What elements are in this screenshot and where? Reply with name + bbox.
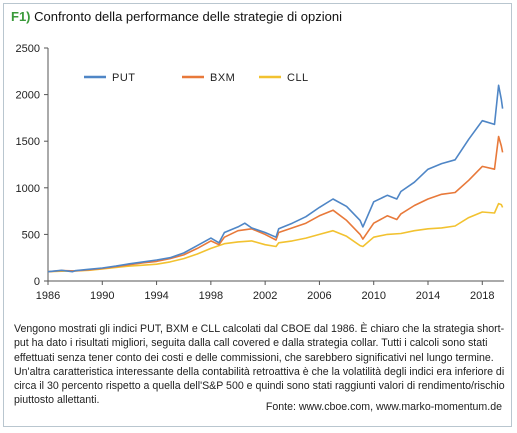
x-tick-label: 1986 [36, 290, 60, 302]
series-line-bxm [47, 135, 504, 273]
legend-label-put: PUT [112, 72, 136, 84]
figure-title-text: Confronto della performance delle strate… [34, 9, 342, 24]
series-line-put [47, 84, 504, 273]
performance-line-chart: 0 500 1000 1500 2000 2500 1986 1990 1994 1998 2002… [16, 43, 504, 302]
x-tick-label: 1990 [90, 290, 114, 302]
x-tick-label: 2014 [416, 290, 440, 302]
y-tick-label: 2000 [16, 90, 40, 102]
figure-title: F1) Confronto della performance delle st… [11, 9, 342, 24]
figure-label: F1) [11, 9, 31, 24]
legend-label-bxm: BXM [210, 72, 235, 84]
x-tick-label: 2006 [307, 290, 331, 302]
series-line-cll [47, 202, 504, 273]
chart-area: 0 500 1000 1500 2000 2500 1986 1990 1994 1998 2002… [4, 28, 513, 318]
x-tick-label: 1998 [199, 290, 223, 302]
y-tick-label: 1000 [16, 183, 40, 195]
figure-card: F1) Confronto della performance delle st… [3, 3, 512, 427]
x-tick-label: 2010 [361, 290, 385, 302]
source-credit: Fonte: www.cboe.com, www.marko-momentum.… [265, 401, 502, 413]
x-tick-label: 2002 [253, 290, 277, 302]
x-tick-label: 1994 [144, 290, 168, 302]
y-tick-label: 500 [22, 229, 40, 241]
y-tick-label: 0 [34, 276, 40, 288]
y-tick-label: 2500 [16, 43, 40, 55]
y-tick-label: 1500 [16, 136, 40, 148]
legend-label-cll: CLL [287, 72, 309, 84]
x-tick-label: 2018 [470, 290, 494, 302]
description-text: Vengono mostrati gli indici PUT, BXM e C… [14, 323, 505, 407]
